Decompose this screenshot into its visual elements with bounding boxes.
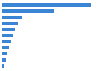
Bar xyxy=(2,16,22,19)
Bar xyxy=(2,34,13,37)
Bar xyxy=(2,52,7,55)
Bar xyxy=(2,22,18,25)
Bar xyxy=(2,40,11,43)
Bar xyxy=(2,58,6,61)
Bar xyxy=(2,28,15,31)
Bar xyxy=(2,64,4,68)
Bar xyxy=(2,3,91,7)
Bar xyxy=(2,46,9,49)
Bar xyxy=(2,10,54,13)
